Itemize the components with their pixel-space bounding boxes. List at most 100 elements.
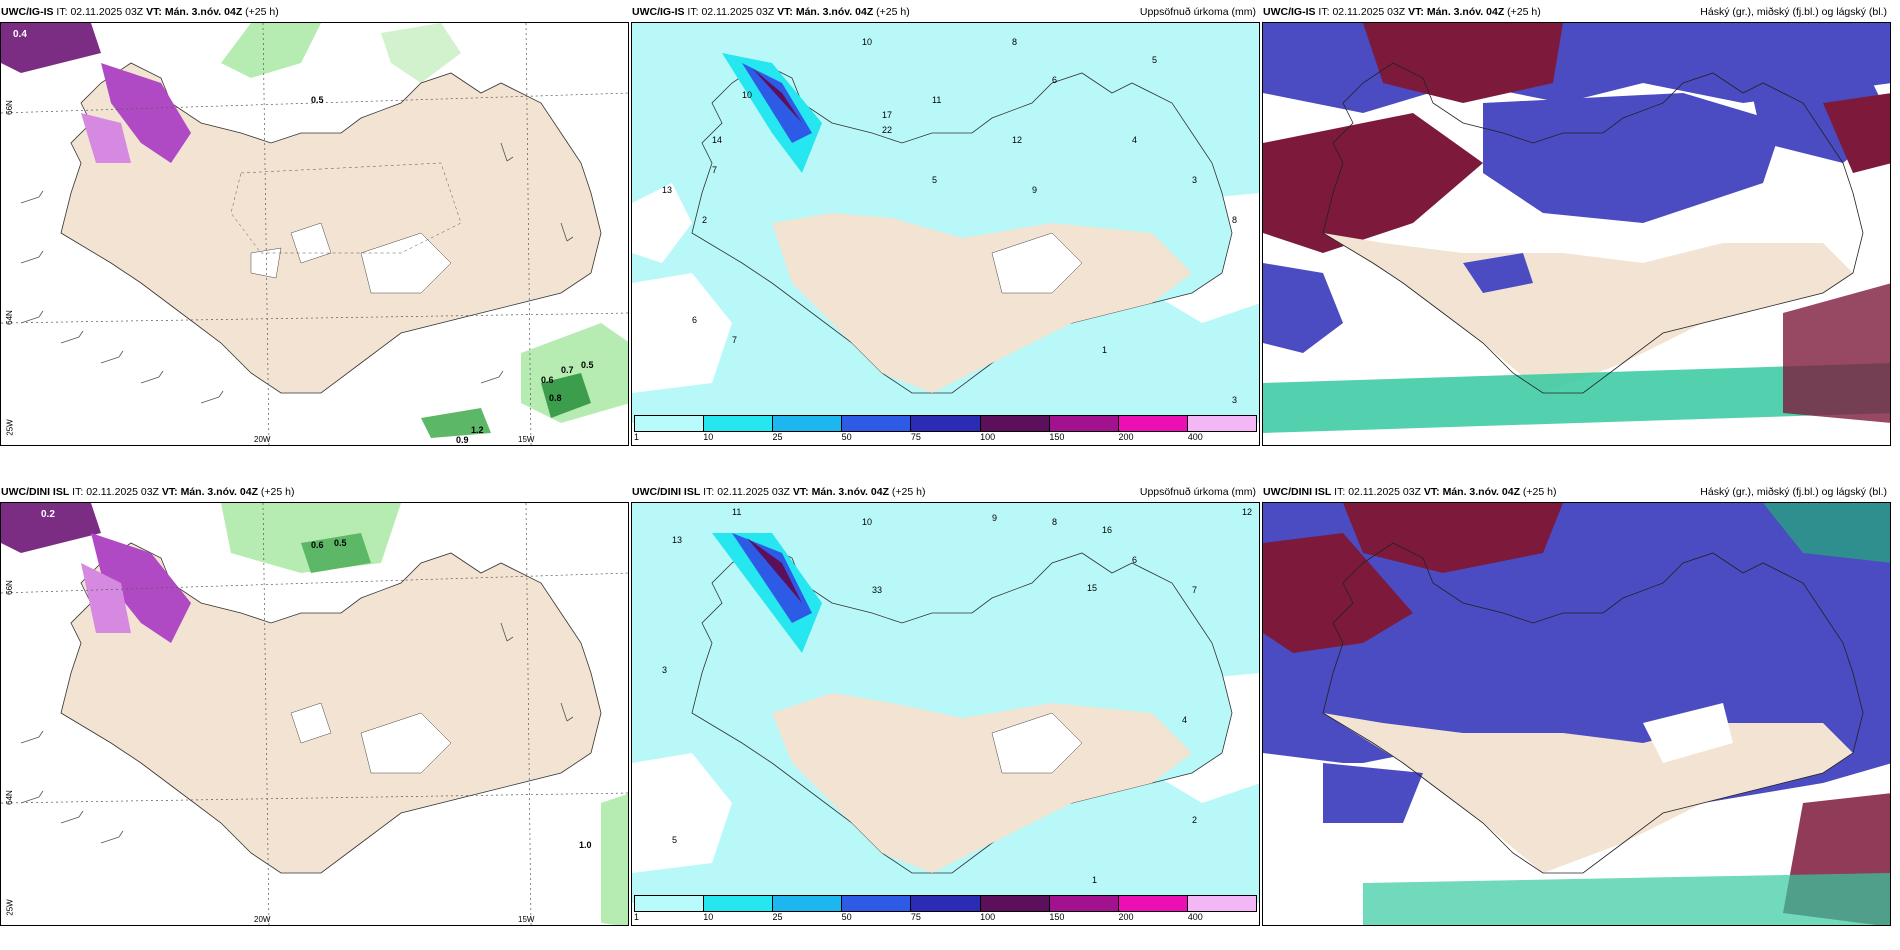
vt-prefix: VT: bbox=[792, 486, 809, 498]
init-time: 02.11.2025 03Z bbox=[1332, 6, 1406, 18]
model-name: UWC/IG-IS bbox=[1, 6, 54, 18]
colorbar-cell bbox=[980, 416, 1050, 431]
vt-prefix: VT: bbox=[146, 6, 162, 18]
precip-value: 7 bbox=[1192, 585, 1197, 595]
precip-value: 15 bbox=[1087, 583, 1097, 593]
precip-value: 10 bbox=[742, 90, 752, 100]
colorbar-tick-label: 25 bbox=[772, 432, 783, 442]
precip-value: 4 bbox=[1132, 135, 1137, 145]
precip-value: 10 bbox=[862, 517, 872, 527]
colorbar-tick-label: 25 bbox=[772, 912, 783, 922]
colorbar-cell bbox=[1049, 416, 1119, 431]
valid-time: Mán. 3.nóv. 04Z bbox=[1426, 6, 1505, 18]
valid-time: Mán. 3.nóv. 04Z bbox=[164, 6, 243, 18]
colorbar-tick-label: 150 bbox=[1049, 432, 1065, 442]
precip-value: 5 bbox=[932, 175, 937, 185]
precip-value: 8 bbox=[1232, 215, 1237, 225]
colorbar-cell bbox=[1118, 416, 1188, 431]
precip-value: 11 bbox=[932, 95, 941, 105]
precip-map[interactable]: 11 13 10 9 8 16 6 12 7 33 15 4 5 3 2 1 1… bbox=[631, 502, 1260, 926]
precip-value: 9 bbox=[1032, 185, 1037, 195]
valid-time: Mán. 3.nóv. 04Z bbox=[811, 486, 889, 498]
colorbar-cells bbox=[634, 415, 1257, 432]
colorbar-cell bbox=[842, 896, 912, 911]
panel-header: UWC/DINI ISL IT: 02.11.2025 03Z VT: Mán.… bbox=[1263, 482, 1887, 502]
colorbar-tick-label: 10 bbox=[703, 912, 714, 922]
precip-map[interactable]: 10 8 10 11 6 5 4 7 17 22 12 5 14 8 3 7 9… bbox=[631, 22, 1260, 446]
lead-time: (+25 h) bbox=[1507, 6, 1541, 18]
colorbar-tick-label: 200 bbox=[1118, 912, 1134, 922]
precip-value: 5 bbox=[672, 835, 677, 845]
panel-wind-row2: UWC/DINI ISL IT: 02.11.2025 03Z VT: Mán.… bbox=[0, 480, 629, 926]
colorbar-ticks: 1 10 25 50 75 100 150 200 400 bbox=[634, 432, 1257, 443]
cloud-map[interactable] bbox=[1262, 502, 1891, 926]
colorbar-tick-label: 150 bbox=[1049, 912, 1065, 922]
precip-value: 1 bbox=[1102, 345, 1107, 355]
wind-value: 0.5 bbox=[311, 95, 324, 105]
lead-time: (+25 h) bbox=[1522, 486, 1557, 498]
wind-map[interactable]: 0.2 0.6 0.5 1.0 66N 64N 25W 20W 15W bbox=[0, 502, 629, 926]
colorbar: 1 10 25 50 75 100 150 200 400 bbox=[634, 895, 1257, 923]
panel-precip-row1: UWC/IG-IS IT: 02.11.2025 03Z VT: Mán. 3.… bbox=[631, 0, 1260, 446]
wind-map[interactable]: 0.4 0.5 0.6 0.7 0.8 0.9 1.2 0.5 66N 64N … bbox=[0, 22, 629, 446]
wind-value: 1.0 bbox=[579, 840, 592, 850]
model-name: UWC/IG-IS bbox=[1263, 6, 1316, 18]
it-prefix: IT: bbox=[1318, 6, 1330, 18]
init-time: 02.11.2025 03Z bbox=[86, 486, 159, 498]
wind-value: 1.2 bbox=[471, 425, 484, 435]
precip-value: 17 bbox=[882, 110, 892, 120]
colorbar-cells bbox=[634, 895, 1257, 912]
lead-time: (+25 h) bbox=[891, 486, 926, 498]
cloud-map[interactable] bbox=[1262, 22, 1891, 446]
init-time: 02.11.2025 03Z bbox=[717, 486, 790, 498]
panel-header: UWC/IG-IS IT: 02.11.2025 03Z VT: Mán. 3.… bbox=[1263, 2, 1887, 22]
precip-title: Uppsöfnuð úrkoma (mm) bbox=[1139, 6, 1256, 18]
vt-prefix: VT: bbox=[1408, 6, 1424, 18]
lat-label: 66N bbox=[4, 580, 14, 595]
precip-value: 7 bbox=[712, 165, 717, 175]
model-name: UWC/DINI ISL bbox=[1263, 486, 1332, 498]
valid-time: Mán. 3.nóv. 04Z bbox=[1442, 486, 1520, 498]
precip-value: 3 bbox=[1192, 175, 1197, 185]
colorbar-cell bbox=[1049, 896, 1119, 911]
wind-value: 0.6 bbox=[311, 540, 324, 550]
precip-value: 3 bbox=[1232, 395, 1237, 405]
panel-cloud-row2: UWC/DINI ISL IT: 02.11.2025 03Z VT: Mán.… bbox=[1262, 480, 1891, 926]
colorbar-cell bbox=[1118, 896, 1188, 911]
panel-wind-row1: UWC/IG-IS IT: 02.11.2025 03Z VT: Mán. 3.… bbox=[0, 0, 629, 446]
it-prefix: IT: bbox=[687, 6, 699, 18]
colorbar-ticks: 1 10 25 50 75 100 150 200 400 bbox=[634, 912, 1257, 923]
colorbar-cell bbox=[911, 416, 981, 431]
colorbar-tick-label: 400 bbox=[1187, 432, 1203, 442]
precip-value: 5 bbox=[1152, 55, 1157, 65]
colorbar-tick-label: 10 bbox=[703, 432, 714, 442]
cloud-title: Háský (gr.), miðský (fj.bl.) og lágský (… bbox=[1700, 486, 1887, 498]
precip-title: Uppsöfnuð úrkoma (mm) bbox=[1139, 486, 1256, 498]
precip-value: 4 bbox=[1182, 715, 1187, 725]
wind-value: 0.2 bbox=[41, 509, 55, 520]
valid-time: Mán. 3.nóv. 04Z bbox=[795, 6, 874, 18]
colorbar-tick-label: 1 bbox=[634, 432, 640, 442]
colorbar-tick-label: 75 bbox=[910, 912, 921, 922]
model-name: UWC/IG-IS bbox=[632, 6, 685, 18]
precip-value: 12 bbox=[1012, 135, 1022, 145]
precip-value: 12 bbox=[1242, 507, 1252, 517]
precip-value: 14 bbox=[712, 135, 722, 145]
lead-time: (+25 h) bbox=[260, 486, 295, 498]
colorbar-tick-label: 1 bbox=[634, 912, 640, 922]
precip-value: 2 bbox=[702, 215, 707, 225]
panel-cloud-row1: UWC/IG-IS IT: 02.11.2025 03Z VT: Mán. 3.… bbox=[1262, 0, 1891, 446]
colorbar-cell bbox=[773, 896, 843, 911]
colorbar-cell bbox=[842, 416, 912, 431]
colorbar-cell bbox=[704, 416, 774, 431]
precip-value: 9 bbox=[992, 513, 997, 523]
precip-value: 22 bbox=[882, 125, 892, 135]
lon-label: 25W bbox=[5, 419, 15, 436]
colorbar-cell bbox=[1187, 416, 1256, 431]
wind-value: 0.5 bbox=[581, 360, 594, 370]
precip-value: 1 bbox=[1092, 875, 1097, 885]
panel-header: UWC/IG-IS IT: 02.11.2025 03Z VT: Mán. 3.… bbox=[1, 2, 625, 22]
precip-value: 8 bbox=[1052, 517, 1057, 527]
init-time: 02.11.2025 03Z bbox=[1348, 486, 1421, 498]
colorbar-cell bbox=[773, 416, 843, 431]
